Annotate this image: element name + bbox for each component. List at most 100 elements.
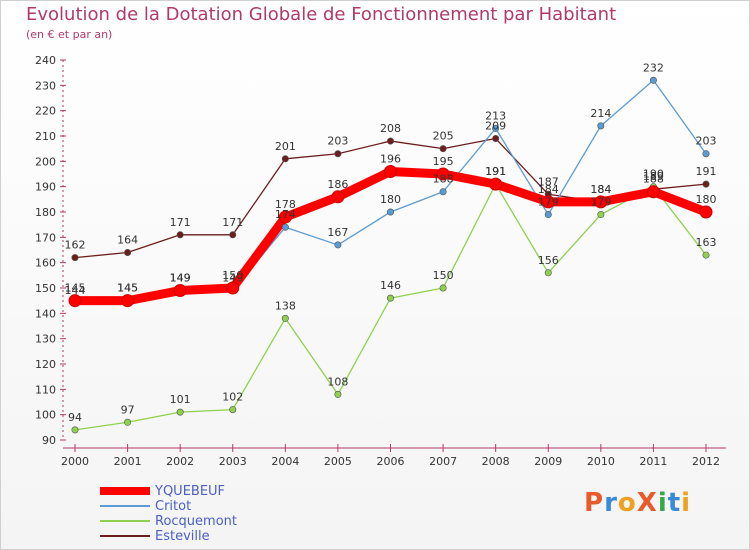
logo-letter: P — [584, 488, 605, 518]
y-tick-label: 220 — [35, 105, 56, 118]
data-point — [702, 150, 710, 158]
data-point — [176, 231, 184, 239]
data-label: 201 — [275, 140, 296, 153]
x-tick-label: 2005 — [324, 455, 352, 468]
data-label: 149 — [170, 272, 191, 285]
data-point — [436, 167, 450, 181]
y-tick-label: 120 — [35, 358, 56, 371]
data-point — [489, 177, 503, 191]
data-label: 180 — [380, 193, 401, 206]
data-point — [71, 254, 79, 262]
x-tick-label: 2009 — [534, 455, 562, 468]
data-label: 94 — [68, 411, 82, 424]
x-tick-label: 2000 — [61, 455, 89, 468]
x-tick-label: 2004 — [271, 455, 299, 468]
y-tick-label: 240 — [35, 54, 56, 67]
data-label: 145 — [65, 282, 86, 295]
data-label: 189 — [643, 170, 664, 183]
data-point — [281, 314, 289, 322]
x-tick-label: 2010 — [587, 455, 615, 468]
data-label: 188 — [433, 173, 454, 186]
data-point — [281, 223, 289, 231]
x-tick-label: 2006 — [377, 455, 405, 468]
data-label: 191 — [696, 165, 717, 178]
data-point — [597, 122, 605, 130]
data-label: 209 — [485, 120, 506, 133]
data-point — [229, 231, 237, 239]
proxiti-logo: ProXiti — [584, 488, 691, 518]
data-point — [71, 426, 79, 434]
data-point — [334, 390, 342, 398]
data-point — [702, 180, 710, 188]
series-line-critot — [74, 79, 707, 304]
data-point — [439, 188, 447, 196]
data-point — [124, 249, 132, 257]
x-tick-label: 2007 — [429, 455, 457, 468]
logo-letter: r — [604, 488, 618, 518]
data-label: 145 — [117, 282, 138, 295]
logo-letter: o — [617, 488, 637, 518]
chart-subtitle: (en € et par an) — [26, 28, 113, 41]
data-label: 203 — [696, 135, 717, 148]
data-point — [649, 76, 657, 84]
data-point — [334, 241, 342, 249]
data-label: 150 — [433, 269, 454, 282]
logo-letter: i — [681, 488, 692, 518]
x-tick-label: 2002 — [166, 455, 194, 468]
x-tick-label: 2008 — [482, 455, 510, 468]
data-label: 184 — [590, 183, 611, 196]
legend-swatch-yquebeuf — [100, 487, 150, 495]
data-point — [278, 210, 292, 224]
data-label: 102 — [222, 391, 243, 404]
legend: YQUEBEUF Critot Rocquemont Esteville — [100, 484, 300, 544]
data-label: 164 — [117, 234, 138, 247]
data-label: 232 — [643, 61, 664, 74]
data-point — [68, 294, 82, 308]
data-label: 163 — [696, 236, 717, 249]
x-tick-label: 2001 — [114, 455, 142, 468]
data-point — [386, 137, 394, 145]
y-tick-label: 190 — [35, 181, 56, 194]
data-point — [699, 205, 713, 219]
legend-swatch-critot — [100, 505, 150, 507]
data-label: 171 — [170, 216, 191, 229]
data-point — [594, 195, 608, 209]
data-point — [492, 124, 500, 132]
data-label: 178 — [275, 198, 296, 211]
data-label: 180 — [696, 193, 717, 206]
data-label: 214 — [590, 107, 611, 120]
data-label: 149 — [170, 272, 191, 285]
data-label: 144 — [65, 284, 86, 297]
data-point — [281, 155, 289, 163]
data-label: 195 — [433, 155, 454, 168]
x-tick-label: 2003 — [219, 455, 247, 468]
data-label: 184 — [538, 183, 559, 196]
y-tick-label: 230 — [35, 79, 56, 92]
y-tick-label: 110 — [35, 383, 56, 396]
data-label: 188 — [643, 173, 664, 186]
data-label: 186 — [327, 178, 348, 191]
chart-title: Evolution de la Dotation Globale de Fonc… — [26, 4, 617, 25]
data-point — [386, 208, 394, 216]
data-label: 101 — [170, 393, 191, 406]
data-point — [544, 269, 552, 277]
legend-swatch-rocquemont — [100, 520, 150, 522]
legend-item: YQUEBEUF — [100, 484, 300, 499]
data-label: 208 — [380, 122, 401, 135]
y-tick-label: 90 — [42, 434, 56, 447]
data-label: 213 — [485, 109, 506, 122]
data-point — [384, 164, 397, 178]
data-label: 146 — [380, 279, 401, 292]
data-label: 203 — [327, 135, 348, 148]
data-label: 162 — [65, 239, 86, 252]
legend-item: Esteville — [100, 529, 300, 544]
data-label: 138 — [275, 299, 296, 312]
legend-label: YQUEBEUF — [155, 484, 226, 499]
y-tick-label: 180 — [35, 206, 56, 219]
data-label: 191 — [485, 165, 506, 178]
data-label: 205 — [433, 130, 454, 143]
legend-item: Rocquemont — [100, 514, 300, 529]
data-point — [121, 294, 135, 308]
